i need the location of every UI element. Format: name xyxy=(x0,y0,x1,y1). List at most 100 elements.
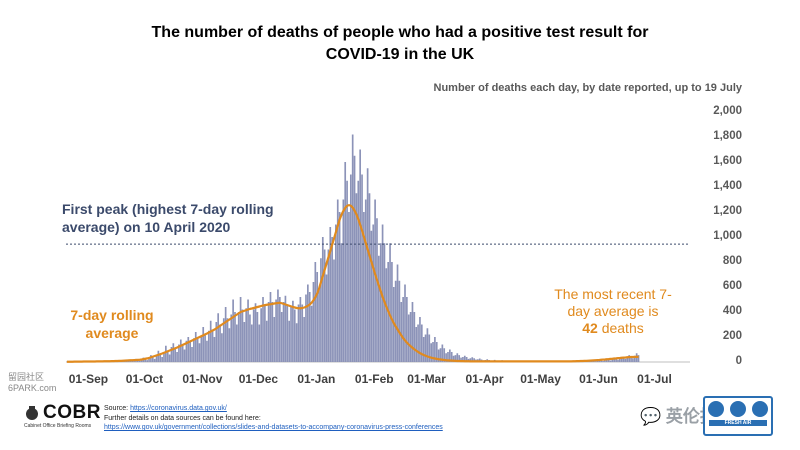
daily-deaths-bar xyxy=(307,284,309,362)
daily-deaths-bar xyxy=(361,174,363,362)
daily-deaths-bar xyxy=(136,360,139,363)
daily-deaths-bar xyxy=(368,193,371,362)
watermark-6park-line-1: 留园社区 xyxy=(8,372,45,382)
daily-deaths-bar xyxy=(443,348,446,362)
daily-deaths-bar xyxy=(207,330,210,362)
daily-deaths-bar xyxy=(473,358,475,362)
daily-deaths-bar xyxy=(224,307,227,362)
daily-deaths-bar xyxy=(295,323,298,362)
daily-deaths-bar xyxy=(308,292,311,362)
daily-deaths-bar xyxy=(211,329,214,362)
cobr-logo: COBR Cabinet Office Briefing Rooms xyxy=(24,402,101,429)
x-tick-label: 01-Oct xyxy=(125,372,164,386)
daily-deaths-bar xyxy=(269,292,272,362)
daily-deaths-bar xyxy=(290,307,292,362)
daily-deaths-bar xyxy=(282,302,285,362)
daily-deaths-bar xyxy=(402,297,404,362)
daily-deaths-bar xyxy=(277,289,279,362)
daily-deaths-bar xyxy=(359,149,361,362)
daily-deaths-bar xyxy=(193,338,195,362)
daily-deaths-bar xyxy=(189,340,191,362)
crown-crest-icon xyxy=(26,406,38,420)
daily-deaths-bar xyxy=(460,357,462,363)
daily-deaths-bar xyxy=(329,227,332,362)
cobr-logo-text: COBR xyxy=(43,402,101,423)
daily-deaths-bar xyxy=(432,342,434,362)
daily-deaths-bar xyxy=(176,352,178,362)
source-footer: Source: https://coronavirus.data.gov.uk/… xyxy=(104,404,443,433)
recent-average-value: 42 xyxy=(582,320,598,336)
daily-deaths-bar xyxy=(241,309,244,362)
daily-deaths-bar xyxy=(165,345,167,362)
daily-deaths-bar xyxy=(600,360,602,362)
daily-deaths-bar xyxy=(264,305,266,362)
daily-deaths-bar xyxy=(463,355,466,362)
daily-deaths-bar xyxy=(303,317,305,362)
daily-deaths-bar xyxy=(267,302,270,362)
recent-average-prefix: The most recent 7-day average is xyxy=(554,286,672,319)
daily-deaths-bar xyxy=(140,359,143,363)
daily-deaths-bar xyxy=(435,342,438,362)
x-tick-label: 01-Mar xyxy=(407,372,446,386)
daily-deaths-bar xyxy=(624,358,627,363)
daily-deaths-bar xyxy=(409,312,412,362)
daily-deaths-bar xyxy=(596,360,599,362)
daily-deaths-bar xyxy=(366,168,369,362)
daily-deaths-bar xyxy=(407,314,410,362)
daily-deaths-bar xyxy=(271,302,274,362)
y-tick-label: 600 xyxy=(722,280,742,292)
daily-deaths-bar xyxy=(611,359,614,362)
x-tick-label: 01-Feb xyxy=(354,372,394,386)
y-tick-label: 800 xyxy=(722,255,742,267)
daily-deaths-bar xyxy=(245,308,248,362)
first-peak-annotation: First peak (highest 7-day rolling averag… xyxy=(62,201,274,235)
daily-deaths-bar xyxy=(348,212,350,362)
daily-deaths-bar xyxy=(312,282,315,362)
daily-deaths-bar xyxy=(364,199,367,362)
daily-deaths-bar xyxy=(370,230,373,362)
daily-deaths-bar xyxy=(400,302,403,362)
chart-title-line-1: The number of deaths of people who had a… xyxy=(151,24,649,41)
daily-deaths-bar xyxy=(469,358,472,362)
x-tick-label: 01-Apr xyxy=(465,372,504,386)
daily-deaths-bar xyxy=(166,350,169,362)
daily-deaths-bar xyxy=(318,289,320,362)
further-details-link[interactable]: https://www.gov.uk/government/collection… xyxy=(104,424,443,431)
daily-deaths-bar xyxy=(138,360,141,362)
daily-deaths-bar xyxy=(222,318,225,362)
daily-deaths-bar xyxy=(273,317,276,362)
daily-deaths-bar xyxy=(456,353,459,362)
daily-deaths-bar xyxy=(293,309,296,362)
badge-label: FRESH AIR xyxy=(709,420,767,426)
daily-deaths-bar xyxy=(262,297,264,362)
daily-deaths-bar xyxy=(430,343,432,362)
daily-deaths-bar xyxy=(622,358,625,362)
x-tick-label: 01-Jan xyxy=(297,372,336,386)
daily-deaths-bar xyxy=(619,358,621,362)
daily-deaths-bar xyxy=(321,237,324,362)
daily-deaths-bar xyxy=(396,264,399,362)
chart-subtitle: Number of deaths each day, by date repor… xyxy=(433,82,742,94)
daily-deaths-bar xyxy=(413,312,416,362)
daily-deaths-bar xyxy=(592,361,595,362)
daily-deaths-bar xyxy=(323,249,326,362)
daily-deaths-bar xyxy=(441,344,444,362)
daily-deaths-bar xyxy=(340,243,343,362)
daily-deaths-bar xyxy=(331,237,333,362)
source-link[interactable]: https://coronavirus.data.gov.uk/ xyxy=(130,405,227,412)
daily-deaths-bar xyxy=(379,243,382,362)
daily-deaths-bar xyxy=(398,280,401,362)
daily-deaths-bar xyxy=(256,312,259,362)
daily-deaths-bar xyxy=(196,338,199,362)
daily-deaths-bar xyxy=(439,348,442,362)
y-tick-label: 200 xyxy=(722,330,742,342)
daily-deaths-bar xyxy=(316,272,319,362)
daily-deaths-bar xyxy=(630,356,632,362)
daily-deaths-bar xyxy=(424,334,427,362)
daily-deaths-bar xyxy=(338,212,341,362)
daily-deaths-bar xyxy=(389,243,391,362)
daily-deaths-bar xyxy=(161,357,163,362)
daily-deaths-bar xyxy=(626,357,629,362)
daily-deaths-bar xyxy=(148,358,150,362)
daily-deaths-bar xyxy=(335,224,337,362)
